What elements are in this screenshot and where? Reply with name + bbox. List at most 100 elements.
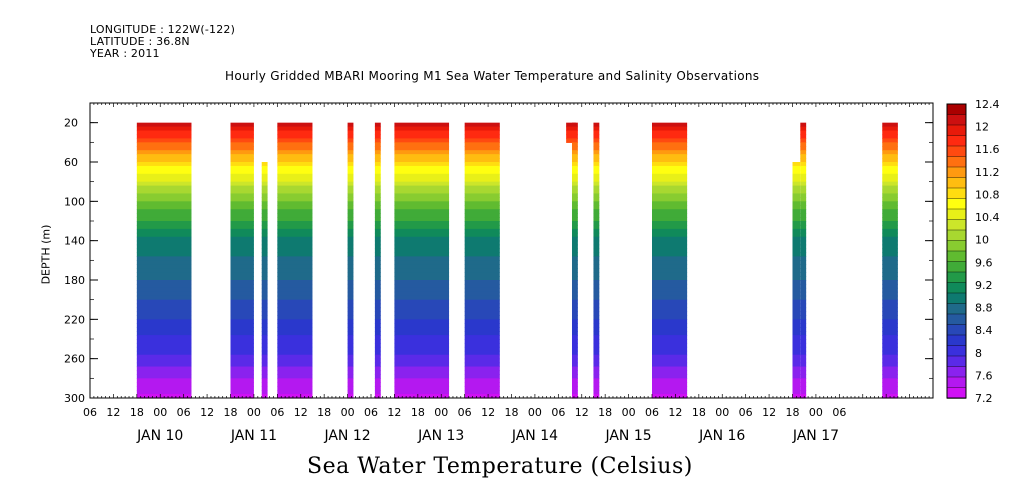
heatmap-cell	[464, 134, 500, 139]
heatmap-cell	[347, 280, 354, 285]
colorbar-swatch	[946, 250, 967, 263]
heatmap-cell	[394, 217, 450, 222]
heatmap-cell	[593, 146, 600, 151]
heatmap-cell	[261, 205, 268, 210]
heatmap-cell	[261, 256, 268, 261]
heatmap-cell	[261, 264, 268, 269]
heatmap-cell	[571, 303, 578, 309]
heatmap-cell	[800, 189, 807, 195]
heatmap-cell	[277, 240, 313, 246]
heatmap-cell	[394, 335, 450, 340]
heatmap-cell	[792, 354, 801, 360]
heatmap-cell	[792, 165, 801, 171]
colorbar-label: 8	[975, 347, 982, 360]
heatmap-cell	[882, 209, 898, 214]
heatmap-cell	[394, 390, 450, 395]
heatmap-cell	[800, 346, 807, 352]
heatmap-cell	[374, 291, 381, 297]
heatmap-cell	[792, 252, 801, 257]
heatmap-cell	[571, 362, 578, 368]
heatmap-cell	[571, 342, 578, 348]
heatmap-cell	[277, 221, 313, 226]
heatmap-cell	[347, 291, 354, 297]
heatmap-cell	[464, 287, 500, 293]
colorbar-swatch	[946, 282, 967, 294]
heatmap-cell	[566, 126, 576, 132]
colorbar-label: 10	[975, 234, 989, 247]
heatmap-cell	[261, 374, 268, 379]
heatmap-cell	[374, 173, 381, 179]
colorbar-swatch	[946, 166, 967, 179]
colorbar-swatch	[946, 208, 967, 221]
heatmap-cell	[261, 390, 268, 395]
heatmap-cell	[347, 134, 354, 139]
heatmap-cell	[652, 228, 688, 234]
colorbar-label: 8.4	[975, 324, 993, 337]
heatmap-cell	[136, 221, 192, 226]
heatmap-cell	[882, 362, 898, 368]
heatmap-cell	[136, 232, 192, 238]
heatmap-cell	[277, 217, 313, 222]
heatmap-cell	[566, 130, 576, 136]
heatmap-cell	[571, 272, 578, 277]
heatmap-cell	[347, 331, 354, 336]
heatmap-cell	[261, 327, 268, 332]
heatmap-cell	[136, 201, 192, 206]
heatmap-cell	[593, 272, 600, 277]
heatmap-cell	[374, 339, 381, 344]
heatmap-cell	[394, 319, 450, 324]
heatmap-cell	[571, 390, 578, 395]
heatmap-cell	[792, 386, 801, 391]
heatmap-cell	[261, 362, 268, 368]
heatmap-cell	[394, 378, 450, 383]
heatmap-cell	[374, 150, 381, 155]
heatmap-cell	[593, 122, 600, 128]
heatmap-cell	[800, 193, 807, 198]
heatmap-cell	[394, 366, 450, 372]
heatmap-cell	[277, 319, 313, 324]
heatmap-cell	[230, 240, 254, 246]
colorbar-label: 10.4	[975, 211, 1000, 224]
heatmap-cell	[261, 311, 268, 316]
heatmap-cell	[230, 331, 254, 336]
heatmap-cell	[394, 291, 450, 297]
heatmap-cell	[394, 205, 450, 210]
heatmap-cell	[347, 354, 354, 360]
heatmap-cell	[394, 122, 450, 128]
heatmap-cell	[277, 287, 313, 293]
heatmap-cell	[882, 323, 898, 328]
heatmap-cell	[571, 299, 578, 305]
heatmap-cell	[800, 217, 807, 222]
heatmap-cell	[374, 260, 381, 265]
heatmap-cell	[136, 354, 192, 360]
heatmap-cell	[593, 346, 600, 352]
heatmap-cell	[347, 236, 354, 242]
heatmap-cell	[374, 295, 381, 301]
heatmap-cell	[374, 130, 381, 136]
heatmap-cell	[347, 315, 354, 320]
heatmap-cell	[464, 146, 500, 151]
latitude-label: LATITUDE : 36.8N	[90, 35, 190, 48]
heatmap-cell	[374, 276, 381, 281]
heatmap-cell	[261, 240, 268, 246]
heatmap-cell	[882, 197, 898, 202]
heatmap-cell	[347, 158, 354, 163]
heatmap-cell	[593, 268, 600, 273]
heatmap-cell	[593, 154, 600, 159]
heatmap-cell	[230, 146, 254, 151]
heatmap-cell	[394, 342, 450, 348]
heatmap-cell	[230, 213, 254, 218]
heatmap-cell	[571, 181, 578, 187]
heatmap-cell	[261, 354, 268, 360]
heatmap-cell	[800, 264, 807, 269]
heatmap-cell	[882, 177, 898, 183]
heatmap-cell	[792, 350, 801, 356]
heatmap-cell	[464, 276, 500, 281]
heatmap-cell	[593, 311, 600, 316]
heatmap-cell	[571, 154, 578, 159]
heatmap-cell	[277, 362, 313, 368]
heatmap-cell	[277, 252, 313, 257]
heatmap-cell	[277, 169, 313, 175]
heatmap-cell	[882, 224, 898, 230]
x-day-label: JAN 16	[698, 428, 745, 444]
